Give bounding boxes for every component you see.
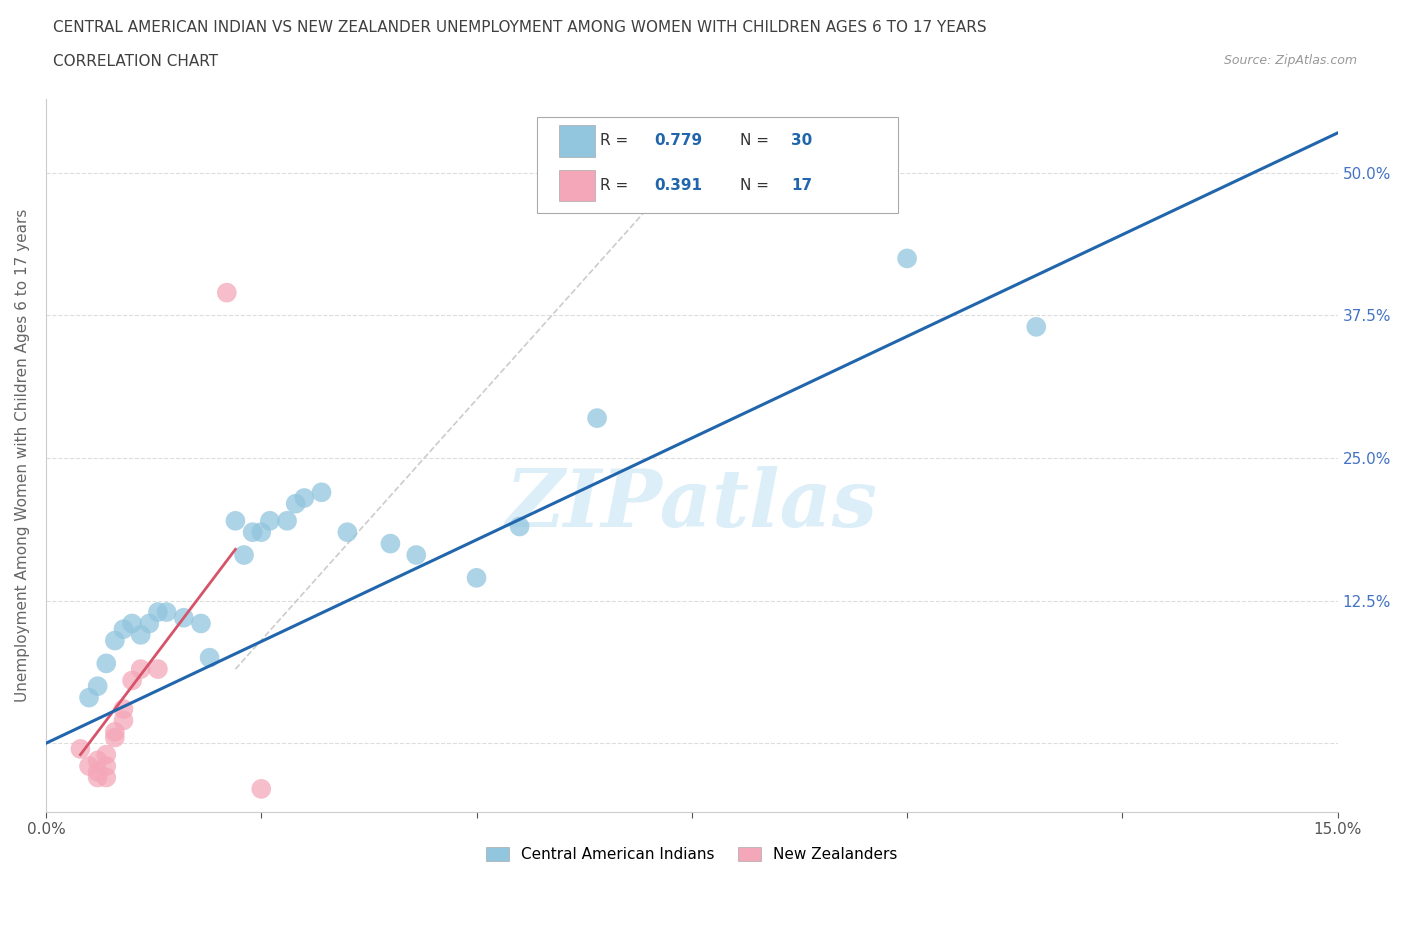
Point xyxy=(86,764,108,779)
Point xyxy=(509,519,531,534)
Point xyxy=(405,548,427,563)
FancyBboxPatch shape xyxy=(537,116,898,213)
Point xyxy=(121,616,143,631)
Point xyxy=(96,759,118,774)
Text: 17: 17 xyxy=(792,178,813,193)
Point xyxy=(96,770,118,785)
Point xyxy=(86,770,108,785)
Point xyxy=(146,604,169,619)
Text: ZIPatlas: ZIPatlas xyxy=(506,466,877,544)
Point xyxy=(86,679,108,694)
Point xyxy=(96,747,118,762)
Text: CENTRAL AMERICAN INDIAN VS NEW ZEALANDER UNEMPLOYMENT AMONG WOMEN WITH CHILDREN : CENTRAL AMERICAN INDIAN VS NEW ZEALANDER… xyxy=(53,20,987,35)
Point xyxy=(242,525,264,539)
Point xyxy=(77,690,100,705)
Point xyxy=(336,525,359,539)
Point xyxy=(259,513,281,528)
Point xyxy=(146,661,169,676)
Point xyxy=(284,497,307,512)
Point xyxy=(1025,319,1047,334)
Point xyxy=(112,701,135,716)
Point xyxy=(77,759,100,774)
Y-axis label: Unemployment Among Women with Children Ages 6 to 17 years: Unemployment Among Women with Children A… xyxy=(15,208,30,702)
FancyBboxPatch shape xyxy=(558,125,595,157)
Text: N =: N = xyxy=(740,178,773,193)
Text: R =: R = xyxy=(600,178,633,193)
Text: CORRELATION CHART: CORRELATION CHART xyxy=(53,54,218,69)
Point xyxy=(311,485,333,499)
Text: Source: ZipAtlas.com: Source: ZipAtlas.com xyxy=(1223,54,1357,67)
Point xyxy=(138,616,160,631)
Point xyxy=(250,781,273,796)
Point xyxy=(129,628,152,643)
Point xyxy=(104,633,127,648)
Point xyxy=(112,622,135,637)
Point xyxy=(276,513,298,528)
Point xyxy=(173,610,195,625)
Text: 0.779: 0.779 xyxy=(654,133,703,149)
Point xyxy=(190,616,212,631)
Point xyxy=(233,548,256,563)
Point xyxy=(292,490,315,505)
Point xyxy=(224,513,246,528)
Legend: Central American Indians, New Zealanders: Central American Indians, New Zealanders xyxy=(481,841,904,869)
Point xyxy=(69,741,91,756)
Point xyxy=(121,673,143,688)
Text: N =: N = xyxy=(740,133,773,149)
Point xyxy=(96,656,118,671)
Point xyxy=(586,411,609,426)
Text: R =: R = xyxy=(600,133,633,149)
Point xyxy=(112,713,135,728)
Point xyxy=(129,661,152,676)
Point xyxy=(104,724,127,739)
Point xyxy=(896,251,918,266)
Text: 30: 30 xyxy=(792,133,813,149)
Point xyxy=(198,650,221,665)
Point xyxy=(215,286,238,300)
Text: 0.391: 0.391 xyxy=(654,178,703,193)
Point xyxy=(380,537,402,551)
Point xyxy=(104,730,127,745)
Point xyxy=(250,525,273,539)
Point xyxy=(155,604,177,619)
Point xyxy=(465,570,488,585)
FancyBboxPatch shape xyxy=(558,169,595,202)
Point xyxy=(86,753,108,768)
